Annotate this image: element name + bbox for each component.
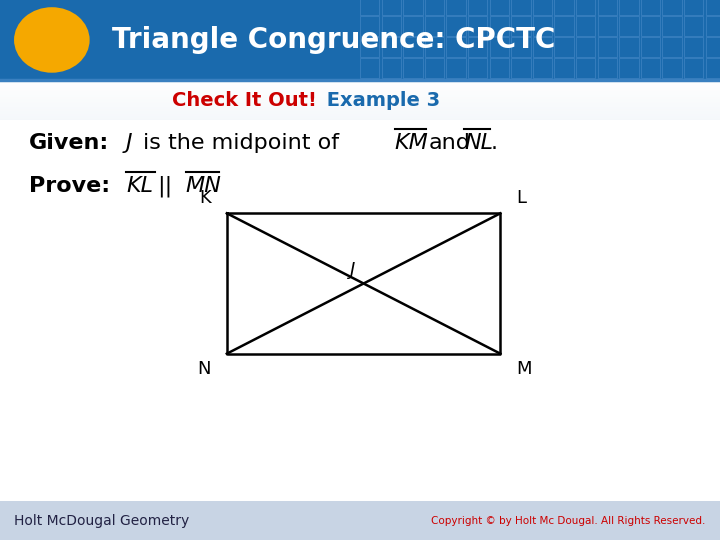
FancyBboxPatch shape xyxy=(0,113,720,114)
Ellipse shape xyxy=(14,7,89,73)
Text: N: N xyxy=(197,360,211,378)
FancyBboxPatch shape xyxy=(0,0,720,80)
Text: Given:: Given: xyxy=(29,133,109,153)
FancyBboxPatch shape xyxy=(0,112,720,113)
Text: and: and xyxy=(428,133,470,153)
FancyBboxPatch shape xyxy=(0,87,720,88)
FancyBboxPatch shape xyxy=(0,111,720,112)
FancyBboxPatch shape xyxy=(0,117,720,118)
FancyBboxPatch shape xyxy=(0,501,720,540)
FancyBboxPatch shape xyxy=(0,107,720,108)
Text: J: J xyxy=(126,133,132,153)
FancyBboxPatch shape xyxy=(0,88,720,89)
Text: M: M xyxy=(516,360,532,378)
Text: J: J xyxy=(350,261,356,279)
FancyBboxPatch shape xyxy=(0,103,720,104)
Text: Prove:: Prove: xyxy=(29,176,110,197)
Text: Check It Out!: Check It Out! xyxy=(172,91,317,110)
Text: NL: NL xyxy=(464,133,493,153)
FancyBboxPatch shape xyxy=(0,97,720,98)
FancyBboxPatch shape xyxy=(0,100,720,101)
FancyBboxPatch shape xyxy=(0,105,720,106)
Text: MN: MN xyxy=(186,176,222,197)
Text: Triangle Congruence: CPCTC: Triangle Congruence: CPCTC xyxy=(112,26,555,54)
FancyBboxPatch shape xyxy=(0,98,720,99)
Text: .: . xyxy=(491,133,498,153)
FancyBboxPatch shape xyxy=(0,110,720,111)
FancyBboxPatch shape xyxy=(0,92,720,93)
FancyBboxPatch shape xyxy=(0,104,720,105)
FancyBboxPatch shape xyxy=(0,90,720,91)
FancyBboxPatch shape xyxy=(0,94,720,95)
FancyBboxPatch shape xyxy=(0,85,720,86)
Text: K: K xyxy=(199,189,211,207)
Text: KM: KM xyxy=(395,133,428,153)
Text: KL: KL xyxy=(126,176,153,197)
Text: L: L xyxy=(516,189,526,207)
Text: Copyright © by Holt Mc Dougal. All Rights Reserved.: Copyright © by Holt Mc Dougal. All Right… xyxy=(431,516,706,525)
FancyBboxPatch shape xyxy=(0,86,720,87)
FancyBboxPatch shape xyxy=(0,89,720,90)
FancyBboxPatch shape xyxy=(0,118,720,119)
FancyBboxPatch shape xyxy=(0,91,720,92)
FancyBboxPatch shape xyxy=(0,120,720,501)
FancyBboxPatch shape xyxy=(0,102,720,103)
Text: is the midpoint of: is the midpoint of xyxy=(143,133,338,153)
FancyBboxPatch shape xyxy=(0,114,720,116)
FancyBboxPatch shape xyxy=(0,106,720,107)
FancyBboxPatch shape xyxy=(0,108,720,109)
FancyBboxPatch shape xyxy=(0,119,720,120)
FancyBboxPatch shape xyxy=(0,80,720,120)
Text: Holt McDougal Geometry: Holt McDougal Geometry xyxy=(14,514,189,528)
FancyBboxPatch shape xyxy=(0,95,720,96)
FancyBboxPatch shape xyxy=(0,99,720,100)
FancyBboxPatch shape xyxy=(0,96,720,97)
FancyBboxPatch shape xyxy=(0,116,720,117)
FancyBboxPatch shape xyxy=(0,109,720,110)
FancyBboxPatch shape xyxy=(0,93,720,94)
Text: ||: || xyxy=(157,176,172,197)
Text: Example 3: Example 3 xyxy=(320,91,441,110)
FancyBboxPatch shape xyxy=(0,101,720,102)
